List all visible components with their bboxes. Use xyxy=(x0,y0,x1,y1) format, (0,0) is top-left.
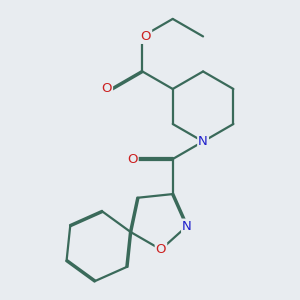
Text: O: O xyxy=(141,30,151,43)
Text: N: N xyxy=(198,135,208,148)
Text: O: O xyxy=(101,82,112,95)
Text: N: N xyxy=(182,220,192,232)
Text: O: O xyxy=(127,152,138,166)
Text: O: O xyxy=(156,243,166,256)
